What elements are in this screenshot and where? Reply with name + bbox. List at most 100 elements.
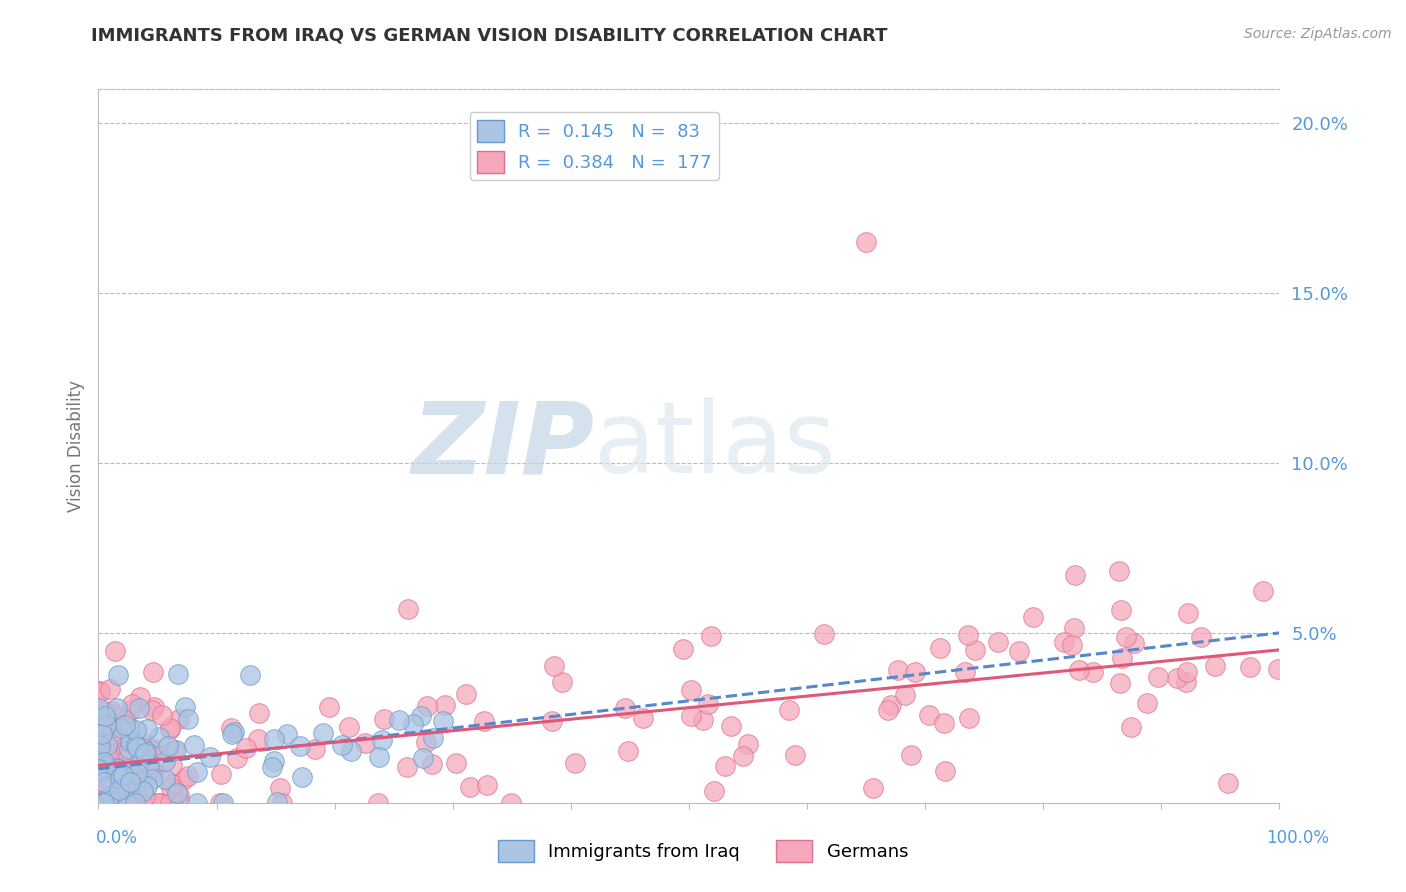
Point <box>100 789 122 803</box>
Point <box>146 796 169 810</box>
Point <box>91 779 114 793</box>
Point <box>963 643 986 657</box>
Point <box>115 780 138 794</box>
Point <box>692 713 714 727</box>
Point <box>111 796 134 810</box>
Point <box>737 737 759 751</box>
Point <box>118 721 141 735</box>
Y-axis label: Vision Disability: Vision Disability <box>66 380 84 512</box>
Point <box>105 793 128 807</box>
Point <box>177 769 200 783</box>
Point <box>89 762 111 776</box>
Point <box>108 783 131 797</box>
Point <box>1166 671 1188 685</box>
Point <box>1108 676 1130 690</box>
Point <box>121 698 143 712</box>
Point <box>388 713 411 727</box>
Point <box>614 700 637 714</box>
Point <box>934 764 956 778</box>
Point <box>166 786 188 800</box>
Point <box>100 733 122 747</box>
Point <box>177 712 200 726</box>
Point <box>93 725 115 739</box>
Point <box>733 748 755 763</box>
Point <box>904 665 927 680</box>
Point <box>101 747 124 762</box>
Point <box>114 760 136 774</box>
Point <box>456 687 478 701</box>
Point <box>1108 564 1130 578</box>
Point <box>121 775 143 789</box>
Point <box>100 789 122 803</box>
Point <box>1111 651 1133 665</box>
Point <box>221 722 243 736</box>
Point <box>148 796 170 810</box>
Point <box>121 786 143 800</box>
Point <box>475 778 498 792</box>
Point <box>318 699 340 714</box>
Text: ZIP: ZIP <box>412 398 595 494</box>
Point <box>162 777 184 791</box>
Point <box>551 675 574 690</box>
Point <box>98 682 121 697</box>
Point <box>96 739 118 753</box>
Point <box>141 763 163 777</box>
Point <box>224 725 246 739</box>
Point <box>93 774 115 789</box>
Point <box>105 796 128 810</box>
Point <box>87 701 110 715</box>
Point <box>501 796 523 810</box>
Point <box>616 744 638 758</box>
Point <box>1177 606 1199 620</box>
Point <box>97 795 120 809</box>
Point <box>432 714 454 729</box>
Point <box>1022 609 1045 624</box>
Point <box>134 746 156 760</box>
Point <box>115 796 138 810</box>
Point <box>135 756 157 770</box>
Point <box>1175 665 1198 680</box>
Point <box>105 763 128 777</box>
Text: atlas: atlas <box>595 398 837 494</box>
Point <box>93 764 115 779</box>
Point <box>125 765 148 780</box>
Point <box>103 745 125 759</box>
Point <box>276 727 298 741</box>
Point <box>247 706 270 721</box>
Point <box>142 665 165 680</box>
Point <box>900 747 922 762</box>
Point <box>855 235 877 249</box>
Point <box>1253 583 1275 598</box>
Point <box>1267 662 1289 676</box>
Point <box>269 781 291 796</box>
Point <box>111 796 134 810</box>
Point <box>96 763 118 777</box>
Point <box>118 796 141 810</box>
Point <box>138 756 160 771</box>
Point <box>105 761 128 775</box>
Text: Source: ZipAtlas.com: Source: ZipAtlas.com <box>1244 27 1392 41</box>
Point <box>134 792 156 806</box>
Point <box>987 635 1010 649</box>
Point <box>367 796 389 810</box>
Point <box>1119 720 1142 734</box>
Point <box>420 757 443 772</box>
Point <box>169 796 191 810</box>
Point <box>1146 670 1168 684</box>
Point <box>131 774 153 789</box>
Text: IMMIGRANTS FROM IRAQ VS GERMAN VISION DISABILITY CORRELATION CHART: IMMIGRANTS FROM IRAQ VS GERMAN VISION DI… <box>91 27 889 45</box>
Point <box>238 668 260 682</box>
Legend: R =  0.145   N =  83, R =  0.384   N =  177: R = 0.145 N = 83, R = 0.384 N = 177 <box>470 112 720 180</box>
Point <box>90 727 112 741</box>
Point <box>112 768 135 782</box>
Point <box>148 730 170 744</box>
Point <box>136 722 159 736</box>
Point <box>679 709 702 723</box>
Point <box>117 765 139 780</box>
Point <box>104 764 127 778</box>
Point <box>101 766 124 780</box>
Point <box>422 731 444 745</box>
Point <box>159 796 181 810</box>
Point <box>415 734 437 748</box>
Point <box>121 779 143 793</box>
